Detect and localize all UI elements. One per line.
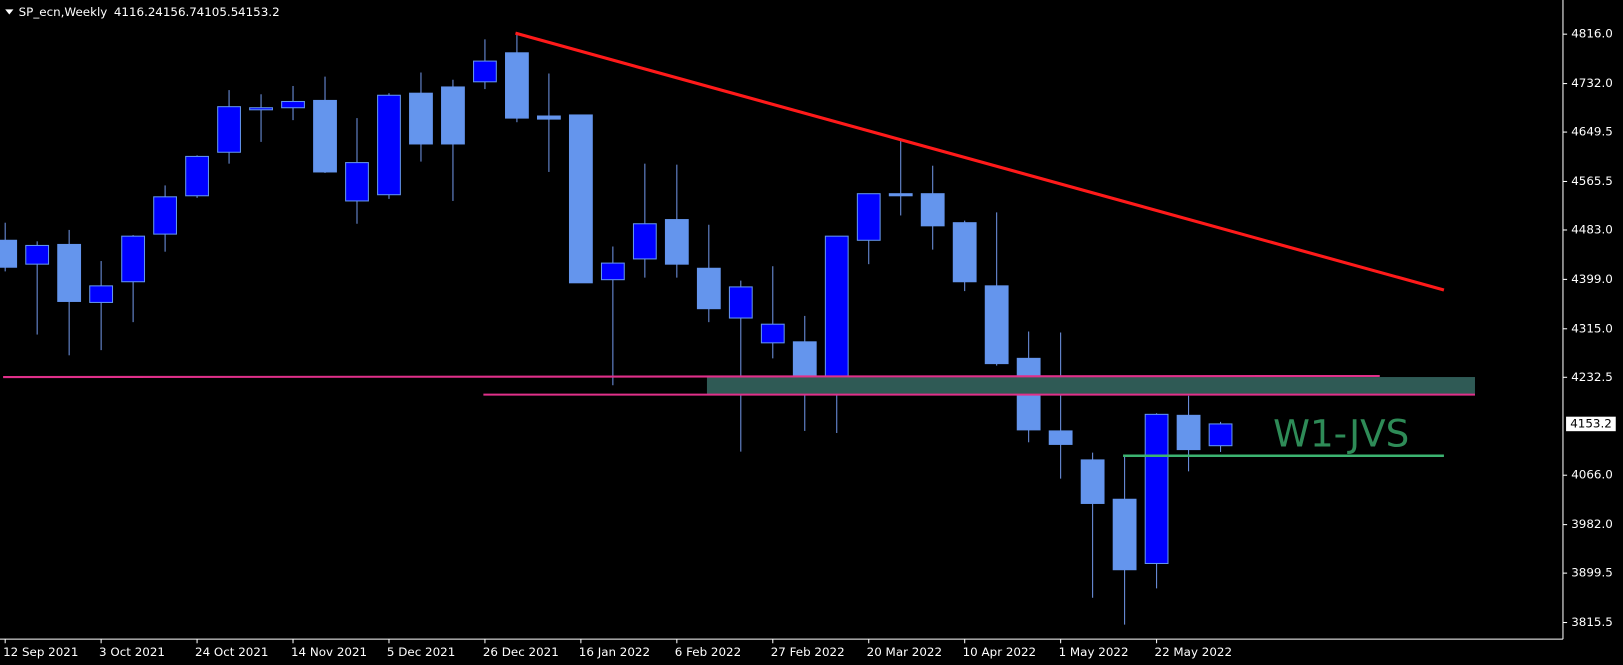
y-tick-label: 4649.5	[1571, 125, 1613, 139]
candle-body	[0, 239, 18, 268]
y-tick-label: 4315.0	[1571, 321, 1613, 335]
x-tick-label: 5 Dec 2021	[387, 645, 455, 659]
candle-body	[505, 52, 529, 119]
y-tick-label: 4732.0	[1571, 76, 1613, 90]
horizontal-line	[3, 374, 1380, 379]
x-tick-label: 22 May 2022	[1155, 645, 1233, 659]
y-tick-label: 4066.0	[1571, 468, 1613, 482]
candle-body	[185, 155, 209, 197]
x-tick-label: 1 May 2022	[1059, 645, 1129, 659]
candle-body	[696, 267, 721, 310]
candle-body	[25, 244, 50, 265]
x-tick-label: 12 Sep 2021	[3, 645, 78, 659]
candle-body	[153, 196, 177, 235]
y-tick-label: 4232.5	[1571, 370, 1613, 384]
candle-body	[1208, 423, 1233, 447]
y-tick-label: 4816.0	[1571, 27, 1613, 41]
candle-body	[632, 223, 657, 260]
candle-body	[345, 162, 369, 202]
y-tick-label: 4565.5	[1571, 174, 1613, 188]
candle-body	[664, 219, 689, 265]
y-tick-label: 3815.5	[1571, 615, 1613, 629]
trend-line	[515, 31, 1445, 292]
x-tick-label: 20 Mar 2022	[867, 645, 942, 659]
header-close: 4153.2	[238, 5, 280, 19]
candle-body	[377, 94, 401, 196]
candle-body	[536, 115, 561, 120]
candle-body	[920, 193, 945, 227]
header-low: 4105.5	[197, 5, 239, 19]
candle-body	[1112, 498, 1137, 571]
y-tick-label: 4399.0	[1571, 272, 1613, 286]
annotation: W1-JVS	[1273, 412, 1409, 456]
x-tick-label: 10 Apr 2022	[963, 645, 1037, 659]
x-tick-label: 24 Oct 2021	[195, 645, 268, 659]
candle-body	[952, 222, 977, 283]
menu-arrow[interactable]	[5, 9, 14, 15]
candle-body	[984, 285, 1009, 365]
x-tick-label: 26 Dec 2021	[483, 645, 559, 659]
candle-body	[89, 285, 114, 303]
x-tick-label: 3 Oct 2021	[99, 645, 165, 659]
candle-body	[856, 193, 881, 241]
candle-body	[1144, 413, 1169, 564]
x-tick-label: 16 Jan 2022	[579, 645, 650, 659]
candle-body	[1048, 430, 1073, 445]
header-high: 4156.7	[155, 5, 197, 19]
x-tick-label: 27 Feb 2022	[771, 645, 845, 659]
price-label: 4153.2	[1570, 416, 1612, 430]
symbol: SP_ecn,Weekly	[19, 5, 108, 19]
candle-body	[824, 235, 849, 385]
candle-body	[441, 86, 465, 145]
candle-body	[249, 107, 273, 111]
plot	[0, 32, 1233, 625]
y-tick-label: 3899.5	[1571, 566, 1613, 580]
price-label-box	[1566, 416, 1616, 432]
candle-body	[888, 193, 913, 197]
y-tick-label: 4483.0	[1571, 222, 1613, 236]
candle-body	[1080, 459, 1105, 504]
y-tick-label: 3982.0	[1571, 517, 1613, 531]
candle-body	[281, 100, 305, 109]
candle-body	[568, 114, 593, 284]
candle-body	[1176, 414, 1201, 451]
candle-body	[57, 243, 82, 302]
candle-body	[728, 286, 753, 319]
candle-body	[313, 99, 337, 173]
header-open: 4116.2	[114, 5, 156, 19]
candle-body	[473, 60, 497, 83]
candle-body	[600, 262, 625, 281]
candle-body	[217, 106, 241, 153]
candle-body	[121, 235, 146, 283]
x-tick-label: 6 Feb 2022	[675, 645, 741, 659]
zone	[706, 377, 1475, 395]
candle-body	[409, 92, 433, 145]
candle-body	[760, 323, 785, 344]
x-tick-label: 14 Nov 2021	[291, 645, 367, 659]
